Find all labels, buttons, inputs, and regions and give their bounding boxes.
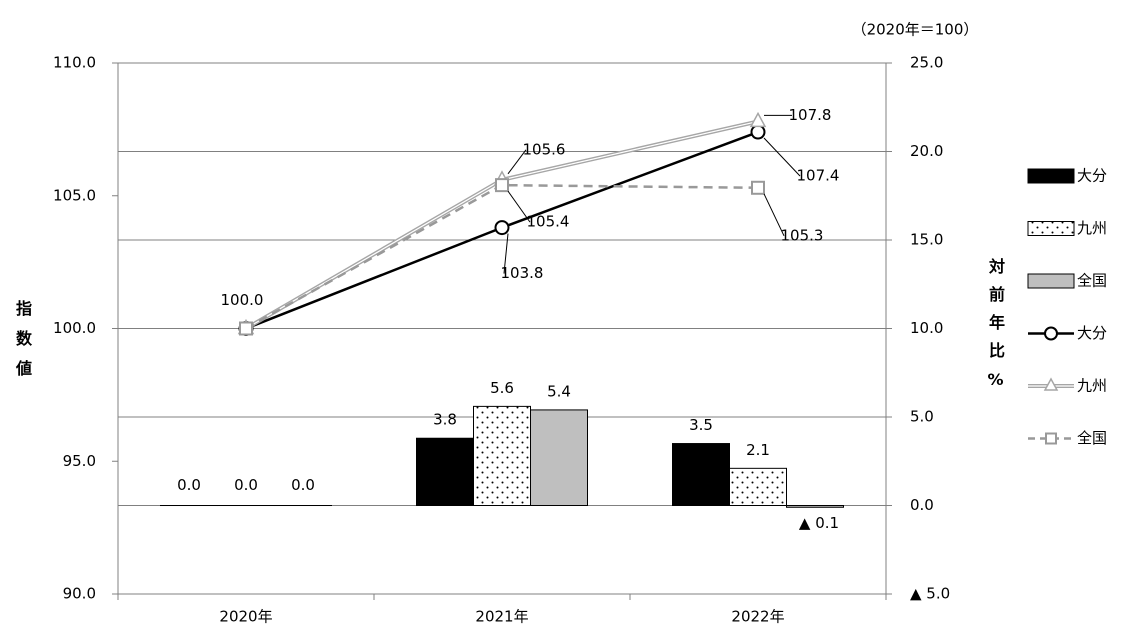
bar bbox=[786, 505, 844, 508]
bar-value-label: 0.0 bbox=[291, 476, 315, 494]
x-tick-label: 2021年 bbox=[475, 608, 528, 626]
y-tick-label: 100.0 bbox=[53, 319, 96, 337]
legend-label: 大分 bbox=[1077, 324, 1107, 342]
bar-value-label: 5.6 bbox=[490, 379, 514, 397]
legend-label: 大分 bbox=[1077, 167, 1107, 185]
marker bbox=[749, 111, 767, 128]
marker bbox=[751, 180, 765, 195]
y-tick-label: 110.0 bbox=[53, 54, 96, 72]
legend-label: 全国 bbox=[1077, 429, 1107, 447]
line-value-label: 100.0 bbox=[221, 291, 264, 309]
legend-marker bbox=[1044, 326, 1058, 341]
x-tick-label: 2022年 bbox=[731, 608, 784, 626]
bar-value-label: 3.5 bbox=[689, 416, 713, 434]
leader-line bbox=[507, 190, 531, 223]
marker bbox=[239, 321, 253, 336]
y2-tick-label: 5.0 bbox=[910, 408, 934, 426]
leader-line bbox=[763, 137, 801, 177]
legend-label: 九州 bbox=[1077, 219, 1107, 237]
legend-marker bbox=[1045, 432, 1057, 445]
y2-tick-label: 10.0 bbox=[910, 319, 943, 337]
bar bbox=[729, 467, 787, 506]
bar bbox=[530, 409, 588, 507]
line-value-label: 107.4 bbox=[797, 167, 840, 185]
y-axis-label: 指数値 bbox=[13, 300, 32, 390]
marker bbox=[495, 178, 509, 193]
y2-tick-label: 0.0 bbox=[910, 496, 934, 514]
line-value-label: 105.6 bbox=[523, 140, 566, 158]
line-value-label: 105.3 bbox=[781, 226, 824, 244]
bar-value-label: 0.0 bbox=[177, 476, 201, 494]
y2-tick-label: 15.0 bbox=[910, 231, 943, 249]
line-value-label: 103.8 bbox=[501, 264, 544, 282]
y-tick-label: 90.0 bbox=[63, 585, 96, 603]
y2-axis-label: 対前年比% bbox=[986, 258, 1005, 401]
leader-line bbox=[503, 233, 509, 274]
bar bbox=[473, 405, 531, 507]
y-tick-label: 105.0 bbox=[53, 186, 96, 204]
bar bbox=[672, 443, 730, 506]
y-tick-label: 95.0 bbox=[63, 452, 96, 470]
legend-marker bbox=[1043, 377, 1059, 391]
bar-value-label: 0.0 bbox=[234, 476, 258, 494]
x-tick-label: 2020年 bbox=[219, 608, 272, 626]
legend-label: 九州 bbox=[1077, 377, 1107, 395]
bar-value-label: 5.4 bbox=[547, 382, 571, 400]
leader-line bbox=[763, 193, 785, 236]
bar-value-label: 3.8 bbox=[433, 411, 457, 429]
bar-value-label: 2.1 bbox=[746, 441, 770, 459]
y2-tick-label: ▲ 5.0 bbox=[910, 585, 950, 603]
line bbox=[245, 183, 759, 330]
note: （2020年＝100） bbox=[852, 21, 979, 39]
line-value-label: 107.8 bbox=[789, 106, 832, 124]
marker bbox=[494, 220, 510, 236]
line-value-label: 105.4 bbox=[527, 213, 570, 231]
marker bbox=[750, 124, 766, 140]
bar bbox=[416, 437, 474, 506]
legend-swatch bbox=[1027, 168, 1075, 184]
legend-swatch bbox=[1027, 221, 1075, 236]
y2-tick-label: 20.0 bbox=[910, 142, 943, 160]
legend-label: 全国 bbox=[1077, 272, 1107, 290]
legend-swatch bbox=[1027, 273, 1075, 289]
y2-tick-label: 25.0 bbox=[910, 54, 943, 72]
leader-line bbox=[507, 149, 527, 175]
bar-value-label: ▲ 0.1 bbox=[799, 514, 839, 532]
